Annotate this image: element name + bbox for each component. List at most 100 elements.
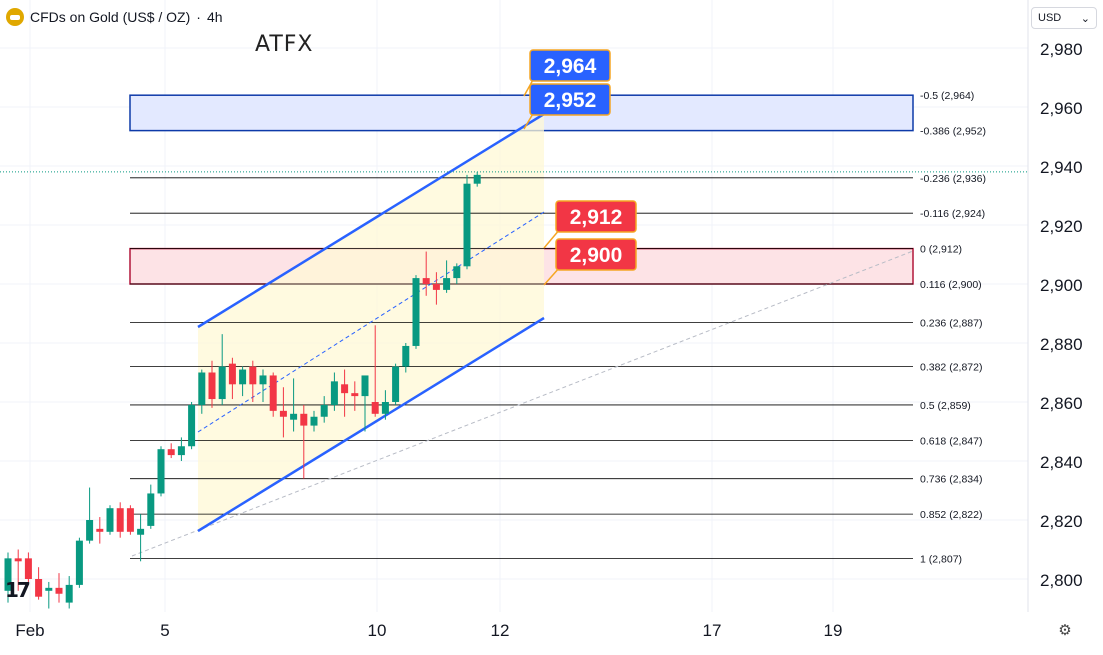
symbol-title[interactable]: CFDs on Gold (US$ / OZ) [30, 9, 191, 25]
fib-level-label: 0.852 (2,822) [920, 509, 982, 521]
candle-body [4, 558, 12, 591]
candle-body [381, 402, 389, 414]
x-tick-label: 10 [368, 621, 387, 640]
broker-logo: ATFX [255, 32, 314, 57]
price-callout-box [529, 49, 611, 82]
resistance-zone [129, 94, 914, 132]
candle-body [218, 366, 226, 400]
candle-body [453, 266, 461, 279]
candle-body [443, 278, 451, 290]
candle-body [14, 558, 22, 562]
candle-body [157, 449, 165, 494]
fib-level-label: 0.382 (2,872) [920, 362, 982, 374]
y-tick-label: 2,900 [1040, 276, 1083, 295]
candle-body [167, 449, 175, 456]
candle-body [269, 375, 277, 411]
price-callout-box [555, 238, 637, 271]
title-separator: · [196, 9, 201, 25]
candle-body [432, 284, 440, 290]
price-callout-text: 2,964 [544, 55, 597, 78]
candle-body [147, 493, 155, 526]
candle-body [412, 278, 420, 346]
candle-body [208, 372, 216, 400]
currency-value: USD [1038, 12, 1062, 24]
chart-header: CFDs on Gold (US$ / OZ) · 4h [6, 8, 223, 26]
candle-body [45, 587, 53, 591]
candle-body [371, 402, 379, 414]
candle-body [422, 278, 430, 284]
candle-body [86, 520, 94, 541]
candle-body [126, 508, 134, 532]
price-callout-box [555, 200, 637, 233]
y-tick-label: 2,960 [1040, 99, 1083, 118]
candle-body [320, 404, 328, 417]
candle-body [392, 366, 400, 402]
candle-body [75, 540, 83, 585]
fib-level-label: 0.116 (2,900) [920, 279, 982, 291]
fib-level-label: 0.236 (2,887) [920, 317, 982, 329]
y-tick-label: 2,940 [1040, 158, 1083, 177]
gear-icon[interactable]: ⚙ [1058, 622, 1072, 639]
candle-body [402, 345, 410, 367]
fib-level-label: 1 (2,807) [920, 553, 962, 565]
candle-body [228, 363, 236, 385]
y-tick-label: 2,920 [1040, 217, 1083, 236]
candle-body [35, 579, 43, 597]
y-tick-label: 2,800 [1040, 571, 1083, 590]
candle-body [279, 410, 287, 417]
candle-body [96, 528, 104, 532]
candle-body [290, 413, 298, 420]
fib-level-label: 0.736 (2,834) [920, 474, 982, 486]
y-tick-label: 2,980 [1040, 40, 1083, 59]
fib-level-label: 0.5 (2,859) [920, 400, 971, 412]
candle-body [239, 369, 247, 385]
candle-body [137, 528, 145, 535]
channel-upper-line [197, 112, 545, 329]
candle-body [249, 366, 257, 385]
y-tick-label: 2,820 [1040, 512, 1083, 531]
candle-body [310, 416, 318, 426]
fib-level-label: 0.618 (2,847) [920, 435, 982, 447]
candle-body [106, 508, 114, 532]
price-callout-box [529, 83, 611, 116]
x-tick-label: 5 [160, 621, 169, 640]
candle-body [24, 558, 32, 579]
candle-body [55, 587, 63, 594]
candle-body [188, 404, 196, 447]
price-callout-text: 2,912 [570, 206, 623, 229]
candle-body [463, 183, 471, 267]
candle-body [361, 375, 369, 397]
price-callout-text: 2,952 [544, 89, 597, 112]
candle-body [330, 381, 338, 405]
candle-body [177, 446, 185, 456]
y-tick-label: 2,840 [1040, 453, 1083, 472]
gold-coin-icon [6, 8, 24, 26]
x-tick-label: 12 [491, 621, 510, 640]
interval-label[interactable]: 4h [206, 9, 223, 25]
fib-level-label: -0.116 (2,924) [920, 208, 985, 220]
price-callout-text: 2,900 [570, 244, 623, 267]
fib-level-label: -0.386 (2,952) [920, 126, 986, 138]
fib-level-label: 0 (2,912) [920, 244, 962, 256]
y-tick-label: 2,880 [1040, 335, 1083, 354]
fib-level-label: -0.236 (2,936) [920, 173, 986, 185]
fib-level-label: -0.5 (2,964) [920, 90, 974, 102]
y-tick-label: 2,860 [1040, 394, 1083, 413]
x-tick-label: Feb [15, 621, 44, 640]
candle-body [351, 393, 359, 397]
currency-selector[interactable]: USD ⌄ [1031, 7, 1097, 29]
candle-body [65, 584, 73, 603]
channel-mid-line [197, 211, 545, 433]
candle-body [473, 174, 481, 184]
candle-body [259, 375, 267, 385]
candle-body [116, 508, 124, 532]
channel-lower-line [197, 316, 545, 533]
candle-body [341, 384, 349, 394]
chevron-down-icon: ⌄ [1080, 12, 1090, 25]
tradingview-logo: 17 [5, 578, 31, 602]
candle-body [300, 413, 308, 426]
x-tick-label: 19 [824, 621, 843, 640]
x-tick-label: 17 [703, 621, 722, 640]
candle-body [198, 372, 206, 405]
